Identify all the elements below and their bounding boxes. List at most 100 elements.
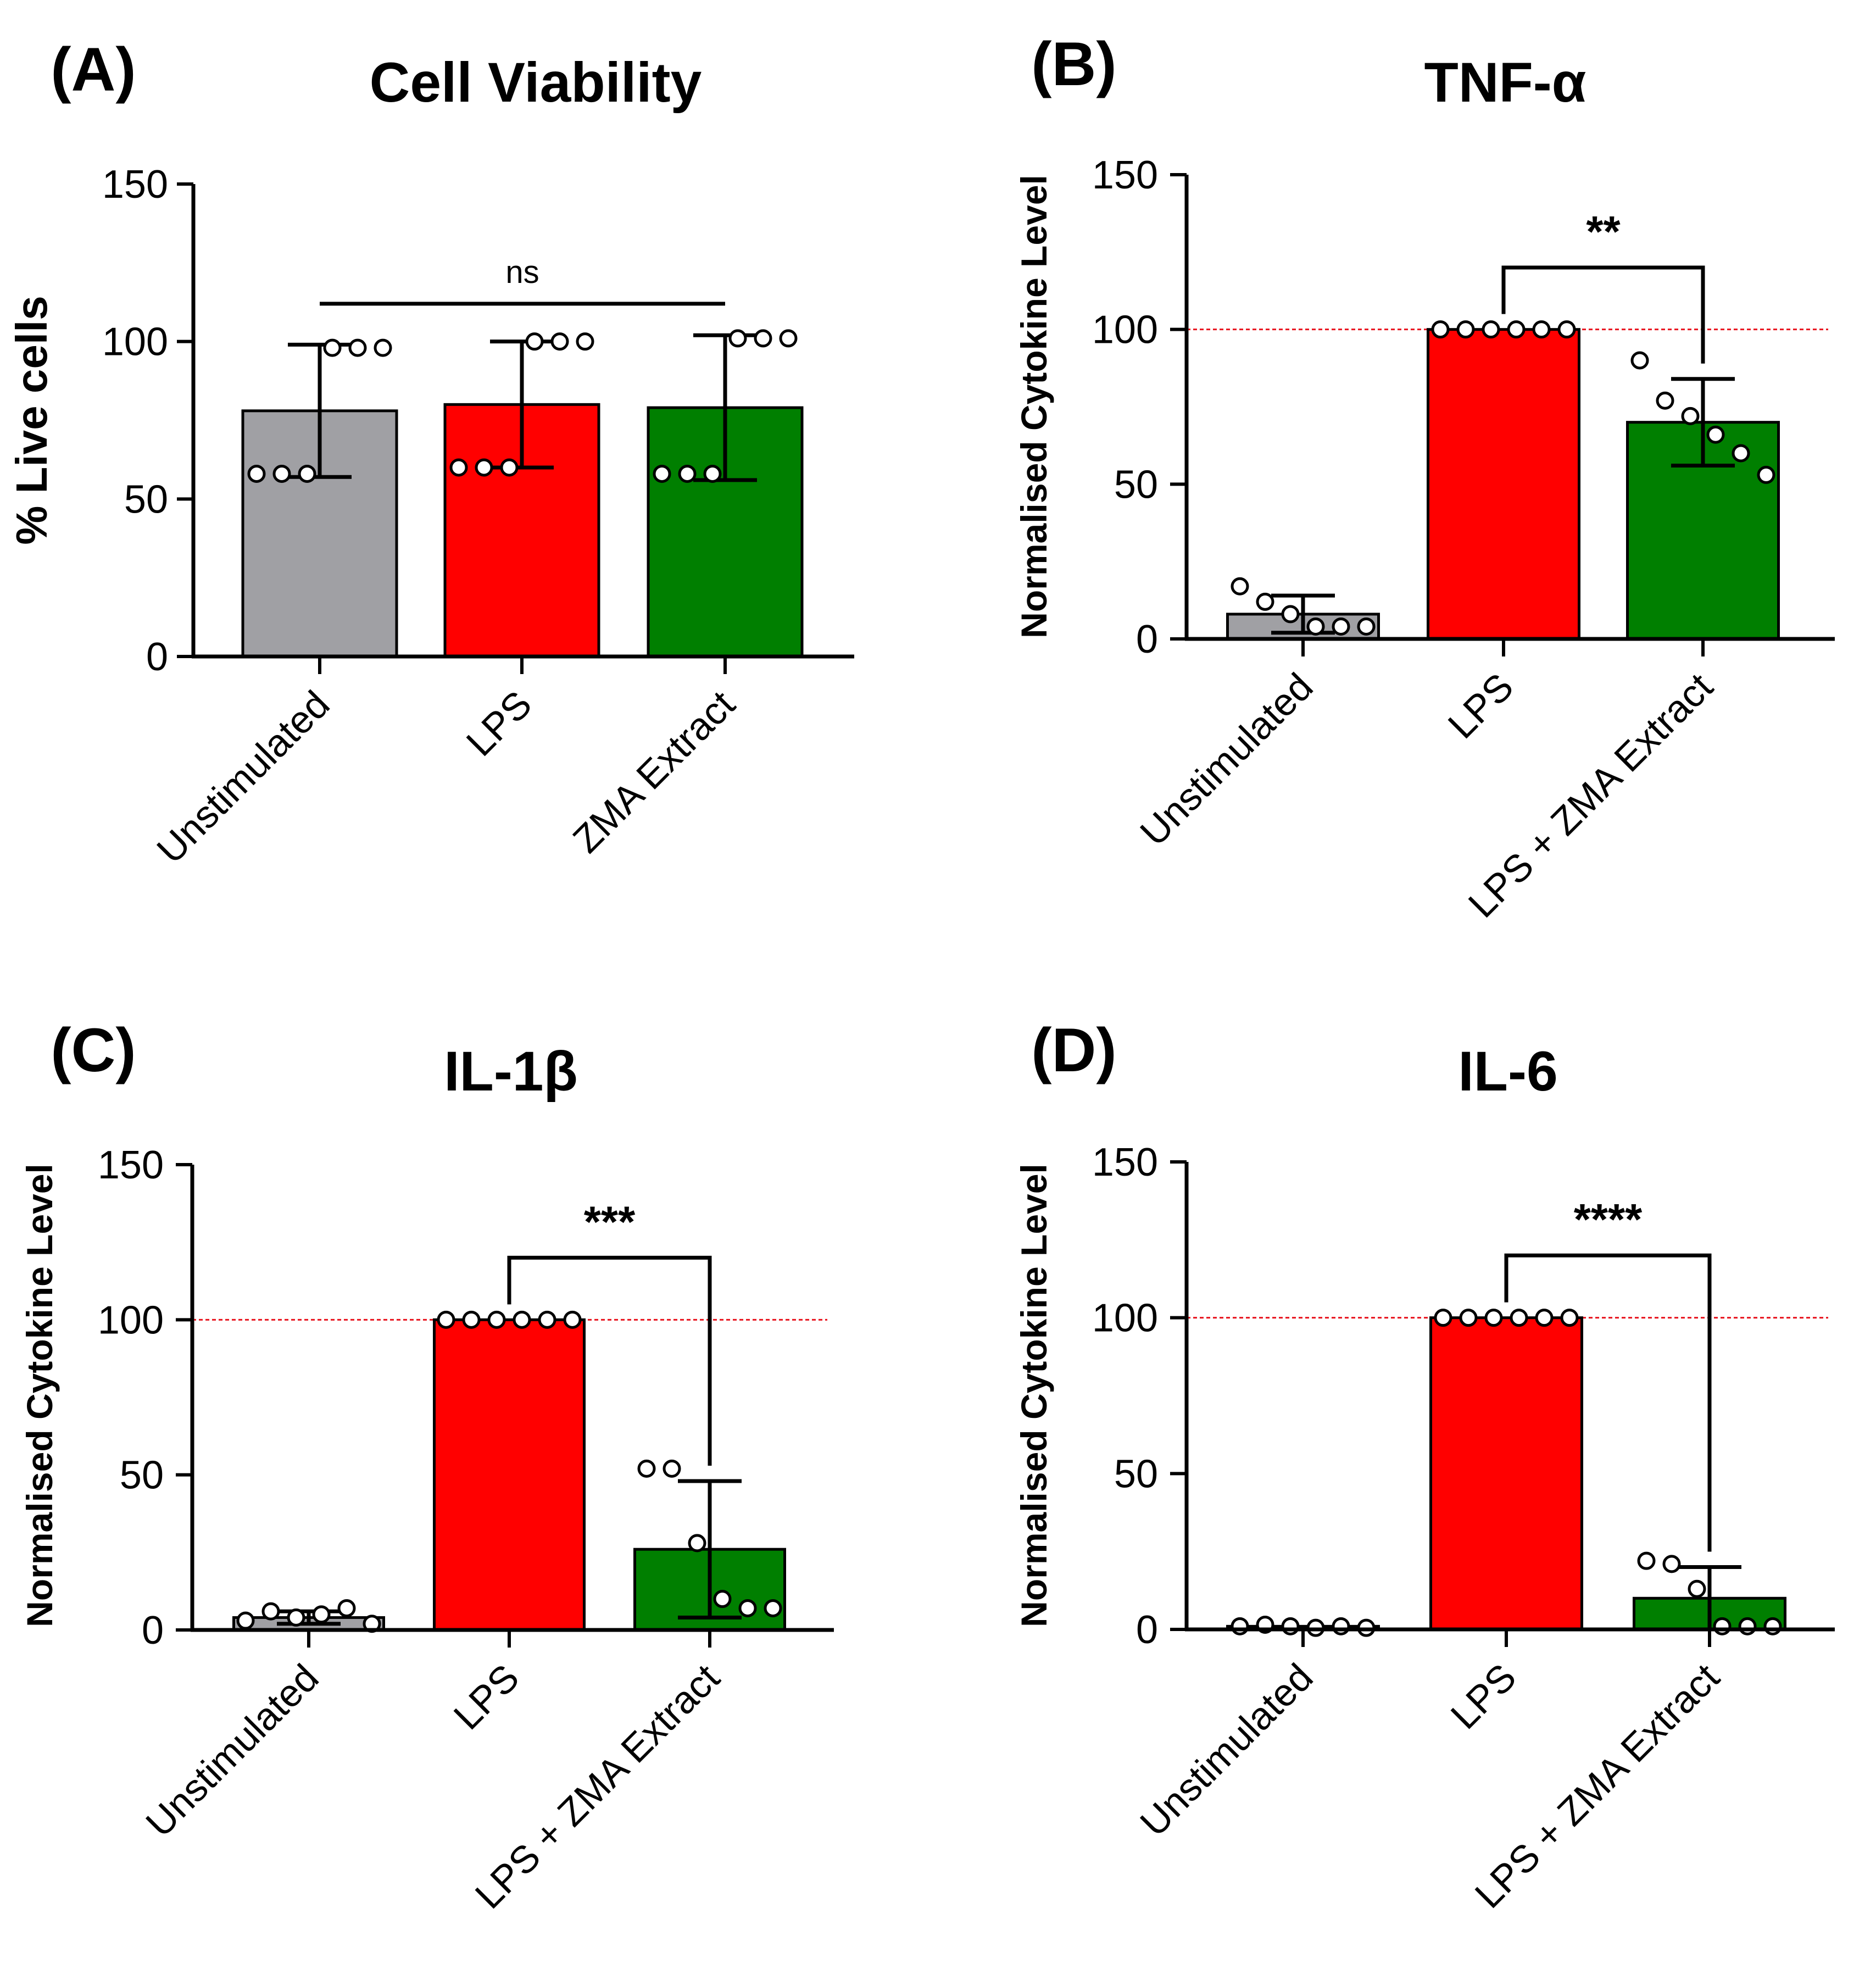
data-point — [323, 338, 342, 357]
error-bar-3 — [1671, 377, 1735, 468]
y-axis-label: % Live cells — [7, 296, 56, 545]
error-bar-3 — [678, 1479, 742, 1620]
data-point — [1637, 1551, 1656, 1570]
chart-panel-a: (A) Cell Viability % Live cells 0 50 100 150 Un… — [7, 35, 854, 871]
data-point — [247, 464, 266, 483]
y-axis-label: Normalised Cytokine Level — [19, 1164, 60, 1627]
y-tick-label: 50 — [1114, 463, 1158, 507]
y-tick-label: 50 — [1114, 1452, 1158, 1496]
data-point — [1757, 465, 1775, 484]
data-point — [1706, 425, 1725, 444]
x-tick-label: LPS — [446, 1656, 527, 1738]
significance-bracket: *** — [507, 1197, 712, 1466]
chart-panel-d: (D) IL-6 Normalised Cytokine Level 0 50 100 15… — [1014, 1016, 1835, 1916]
y-tick-label: 0 — [1136, 617, 1158, 661]
error-bar-1 — [277, 1609, 341, 1626]
data-point — [236, 1611, 255, 1630]
x-tick-label: Unstimulated — [1132, 1655, 1321, 1844]
data-point — [1281, 1617, 1300, 1635]
y-tick-label: 100 — [102, 320, 168, 364]
data-point — [1662, 1555, 1681, 1573]
data-point — [298, 464, 316, 483]
data-point — [513, 1310, 531, 1329]
significance-label: ns — [505, 254, 539, 290]
data-point — [1532, 320, 1551, 339]
data-point — [663, 1459, 681, 1478]
data-point — [1713, 1617, 1732, 1635]
panel-letter: (C) — [51, 1016, 136, 1084]
data-point — [713, 1590, 732, 1609]
data-point — [538, 1310, 556, 1329]
data-point — [703, 464, 722, 483]
data-point — [261, 1602, 280, 1621]
data-point — [1256, 592, 1274, 611]
x-tick-label: LPS — [1440, 665, 1522, 747]
data-point — [462, 1310, 481, 1329]
significance-bracket: **** — [1504, 1195, 1712, 1552]
y-tick-label: 0 — [146, 635, 168, 679]
panel-letter: (D) — [1031, 1016, 1116, 1084]
data-point — [1431, 320, 1450, 339]
significance-label: **** — [1574, 1195, 1643, 1244]
significance-label: *** — [584, 1197, 636, 1246]
significance-bracket: ** — [1501, 207, 1705, 364]
data-point — [1456, 320, 1475, 339]
bar-2 — [433, 1318, 586, 1632]
data-point — [779, 329, 798, 348]
data-point — [1557, 320, 1576, 339]
data-point — [1535, 1309, 1554, 1327]
data-point — [563, 1310, 582, 1329]
x-tick-label: Unstimulated — [1132, 665, 1321, 854]
chart-panel-b: (B) TNF-α Normalised Cytokine Level 0 50 100 1… — [1014, 30, 1835, 926]
data-point — [1306, 617, 1325, 636]
data-point — [287, 1608, 305, 1627]
y-tick-label: 150 — [1092, 1140, 1158, 1184]
data-point — [1763, 1617, 1782, 1635]
data-point — [525, 332, 544, 351]
data-point — [487, 1310, 506, 1329]
data-point — [449, 458, 468, 477]
data-point — [1732, 444, 1750, 463]
significance-label: ** — [1586, 207, 1621, 256]
data-point — [337, 1599, 356, 1617]
significance-line — [1504, 1253, 1712, 1552]
data-point — [1231, 577, 1249, 596]
data-point — [688, 1534, 706, 1552]
data-point — [550, 332, 569, 351]
y-tick-label: 100 — [1092, 308, 1158, 352]
panel-letter: (B) — [1031, 30, 1116, 98]
y-tick-label: 100 — [1092, 1296, 1158, 1340]
error-bar-1 — [1271, 593, 1335, 635]
x-tick-label: LPS — [458, 682, 540, 764]
data-point — [374, 338, 392, 357]
chart-title: IL-6 — [1458, 1040, 1557, 1103]
error-bar-3 — [693, 333, 757, 482]
data-point — [475, 458, 493, 477]
data-point — [1281, 605, 1300, 624]
data-point — [576, 332, 594, 351]
bar-2 — [1429, 1316, 1583, 1631]
chart-title: IL-1β — [444, 1040, 578, 1103]
data-point — [1482, 320, 1500, 339]
data-point — [500, 458, 519, 477]
data-point — [1332, 1617, 1350, 1635]
bar-2 — [1427, 328, 1580, 641]
data-point — [1656, 391, 1674, 410]
data-point — [653, 464, 671, 483]
data-point — [754, 329, 772, 348]
data-point — [1459, 1309, 1478, 1327]
data-point — [1332, 617, 1350, 636]
data-point — [1507, 320, 1526, 339]
y-tick-label: 50 — [120, 1454, 164, 1498]
x-tick-label: LPS — [1443, 1655, 1524, 1737]
error-bar-1 — [288, 342, 352, 479]
y-tick-label: 100 — [98, 1298, 164, 1342]
y-tick-label: 150 — [102, 163, 168, 207]
panel-letter: (A) — [51, 35, 136, 104]
data-point — [1484, 1309, 1503, 1327]
data-point — [312, 1605, 331, 1624]
chart-panel-c: (C) IL-1β Normalised Cytokine Level 0 50 100 1… — [19, 1016, 834, 1917]
data-point — [1738, 1617, 1757, 1635]
chart-title: TNF-α — [1424, 51, 1586, 114]
